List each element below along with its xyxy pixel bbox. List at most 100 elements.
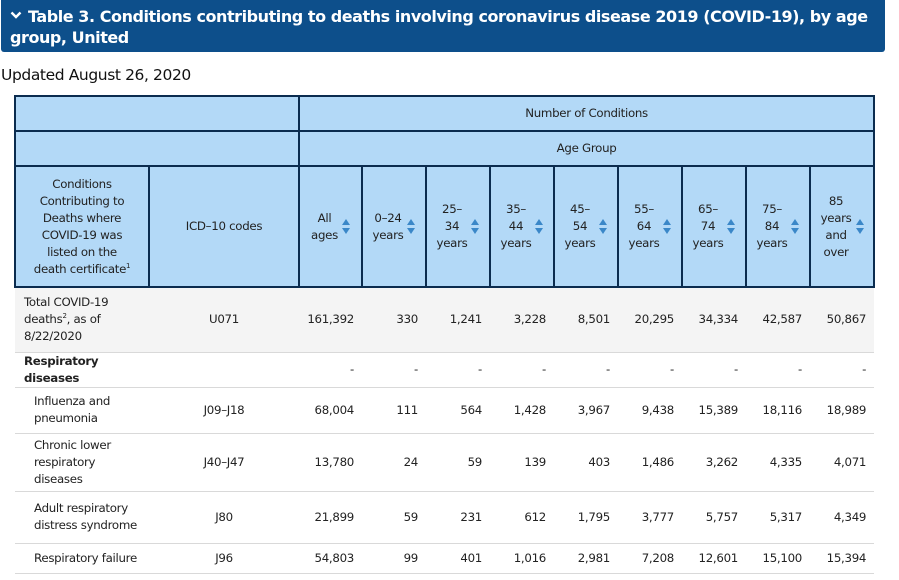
sort-icon[interactable] bbox=[341, 219, 350, 234]
header-age-label-line: 44 bbox=[508, 219, 524, 233]
header-age-cell: 45– 54 years bbox=[555, 201, 617, 252]
header-age-column[interactable]: 85 years and over bbox=[808, 165, 876, 288]
value-cell: 4,071 bbox=[810, 433, 875, 492]
icd-code-cell: J80 bbox=[149, 491, 299, 544]
conditions-table: Number of Conditions Age Group Condition… bbox=[14, 95, 876, 574]
value-cell: 1,428 bbox=[490, 387, 554, 434]
header-conditions-line: Contributing to bbox=[39, 193, 125, 208]
header-age-label-line: 35– bbox=[505, 202, 526, 216]
header-age-label-line: 74 bbox=[700, 219, 716, 233]
header-age-column[interactable]: 55– 64 years bbox=[617, 165, 683, 288]
value-cell: 9,438 bbox=[618, 387, 682, 434]
header-age-cell: All ages bbox=[300, 210, 361, 244]
value-cell: 8,501 bbox=[554, 287, 618, 353]
value-cell: 21,899 bbox=[299, 491, 362, 544]
header-age-column[interactable]: 0–24 years bbox=[361, 165, 427, 288]
value-cell: 18,989 bbox=[810, 387, 875, 434]
value-cell: - bbox=[618, 352, 682, 388]
condition-line: Adult respiratory bbox=[34, 501, 128, 515]
header-age-cell: 0–24 years bbox=[363, 210, 425, 244]
value-cell: - bbox=[810, 352, 875, 388]
value-cell: - bbox=[490, 352, 554, 388]
updated-date: Updated August 26, 2020 bbox=[1, 66, 191, 84]
value-cell: 2,981 bbox=[554, 543, 618, 574]
header-number-of-conditions: Number of Conditions bbox=[297, 95, 876, 132]
header-age-label: 45– 54 years bbox=[565, 201, 596, 252]
value-cell: 34,334 bbox=[682, 287, 746, 353]
condition-cell: Adult respiratory distress syndrome bbox=[15, 491, 149, 544]
value-cell: 13,780 bbox=[299, 433, 362, 492]
header-age-label-line: years bbox=[820, 210, 852, 225]
header-age-group: Age Group bbox=[297, 130, 876, 167]
header-age-cell: 35– 44 years bbox=[491, 201, 553, 252]
footnote-marker: 2 bbox=[62, 312, 67, 321]
header-age-label: 65– 74 years bbox=[693, 201, 724, 252]
condition-line: diseases bbox=[34, 471, 83, 486]
chevron-down-icon[interactable] bbox=[10, 9, 22, 21]
header-age-label-line: 34 bbox=[444, 219, 460, 233]
value-cell: 42,587 bbox=[746, 287, 810, 353]
value-cell: 564 bbox=[426, 387, 490, 434]
header-icd-label: ICD–10 codes bbox=[185, 219, 263, 233]
value-cell: 18,116 bbox=[746, 387, 810, 434]
value-cell: 7,208 bbox=[618, 543, 682, 574]
header-age-label-line: 54 bbox=[572, 219, 588, 233]
condition-cell: Respiratory failure bbox=[15, 543, 149, 574]
sort-icon[interactable] bbox=[855, 219, 864, 234]
header-age-label-line: 64 bbox=[636, 219, 652, 233]
icd-code-cell: J96 bbox=[149, 543, 299, 574]
value-cell: 3,967 bbox=[554, 387, 618, 434]
header-age-label-line: over bbox=[823, 244, 849, 259]
header-blank-1 bbox=[14, 95, 300, 132]
header-age-cell: 85 years and over bbox=[811, 193, 873, 261]
condition-line: Respiratory diseases bbox=[24, 353, 99, 385]
header-blank-2 bbox=[14, 130, 300, 167]
value-cell: 15,394 bbox=[810, 543, 875, 574]
sort-icon[interactable] bbox=[791, 219, 800, 234]
value-cell: 1,241 bbox=[426, 287, 490, 353]
sort-icon[interactable] bbox=[407, 219, 416, 234]
icd-code-cell: J40–J47 bbox=[149, 433, 299, 492]
value-cell: 1,795 bbox=[554, 491, 618, 544]
value-cell: 1,016 bbox=[490, 543, 554, 574]
value-cell: 20,295 bbox=[618, 287, 682, 353]
header-age-label-line: 65– bbox=[697, 202, 718, 216]
table-title-banner[interactable]: Table 3. Conditions contributing to deat… bbox=[1, 0, 885, 68]
sort-icon[interactable] bbox=[663, 219, 672, 234]
header-age-column[interactable]: 35– 44 years bbox=[489, 165, 555, 288]
header-conditions-line: Conditions bbox=[52, 176, 112, 191]
header-age-label-line: years bbox=[500, 236, 532, 250]
header-age-column[interactable]: 45– 54 years bbox=[553, 165, 619, 288]
header-age-cell: 25– 34 years bbox=[427, 201, 489, 252]
sort-icon[interactable] bbox=[471, 219, 480, 234]
condition-cell: Chronic lower respiratory diseases bbox=[15, 433, 149, 492]
value-cell: - bbox=[362, 352, 426, 388]
sort-icon[interactable] bbox=[535, 219, 544, 234]
condition-line: respiratory bbox=[34, 454, 96, 469]
header-age-label-line: ages bbox=[311, 227, 338, 242]
condition-line: pneumonia bbox=[34, 411, 98, 425]
sort-icon[interactable] bbox=[727, 219, 736, 234]
header-age-label-line: years bbox=[372, 227, 404, 242]
header-icd-codes: ICD–10 codes bbox=[148, 165, 300, 288]
header-age-label-line: years bbox=[436, 236, 468, 250]
sort-icon[interactable] bbox=[599, 219, 608, 234]
header-age-label: 25– 34 years bbox=[437, 201, 468, 252]
header-age-label: All ages bbox=[311, 210, 338, 244]
header-age-column[interactable]: All ages bbox=[298, 165, 363, 288]
header-age-label-line: 85 bbox=[828, 193, 844, 208]
header-age-column[interactable]: 75– 84 years bbox=[745, 165, 811, 288]
footnote-marker: 1 bbox=[126, 261, 131, 270]
value-cell: 5,317 bbox=[746, 491, 810, 544]
value-cell: 3,262 bbox=[682, 433, 746, 492]
header-age-column[interactable]: 65– 74 years bbox=[681, 165, 747, 288]
value-cell: 68,004 bbox=[299, 387, 362, 434]
header-age-column[interactable]: 25– 34 years bbox=[425, 165, 491, 288]
header-age-label-line: years bbox=[756, 236, 788, 250]
header-conditions: Conditions Contributing to Deaths where COV… bbox=[14, 165, 150, 288]
table-row: Respiratory diseases - - - - - - - - - bbox=[15, 352, 875, 388]
value-cell: 59 bbox=[362, 491, 426, 544]
value-cell: 3,777 bbox=[618, 491, 682, 544]
condition-line: distress syndrome bbox=[34, 518, 137, 532]
value-cell: 54,803 bbox=[299, 543, 362, 574]
